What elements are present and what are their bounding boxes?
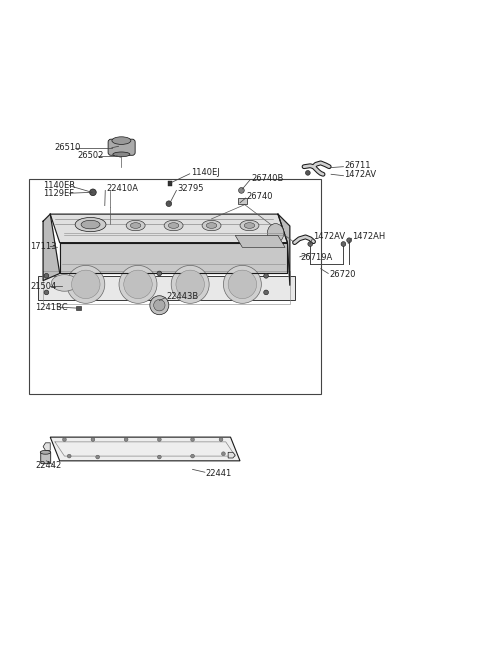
Text: 1472AV: 1472AV [313, 232, 346, 241]
Text: 22442: 22442 [35, 461, 61, 470]
Circle shape [223, 266, 261, 303]
Text: 1472AV: 1472AV [344, 170, 376, 179]
Text: 26502: 26502 [78, 152, 104, 160]
Ellipse shape [244, 222, 255, 228]
Circle shape [221, 452, 225, 456]
Text: 22441: 22441 [206, 469, 232, 478]
Circle shape [62, 438, 66, 441]
Circle shape [157, 438, 161, 441]
Polygon shape [228, 452, 235, 458]
Circle shape [228, 270, 257, 298]
Polygon shape [50, 214, 288, 243]
Ellipse shape [126, 220, 145, 231]
Polygon shape [60, 243, 288, 274]
Circle shape [305, 171, 310, 175]
Bar [168, 181, 172, 186]
Circle shape [191, 454, 194, 458]
Circle shape [219, 438, 223, 441]
Circle shape [124, 270, 152, 298]
Circle shape [347, 238, 351, 243]
Polygon shape [38, 276, 295, 300]
Circle shape [67, 454, 71, 458]
FancyBboxPatch shape [41, 451, 51, 464]
Ellipse shape [202, 220, 221, 231]
Circle shape [157, 271, 162, 276]
Polygon shape [50, 437, 240, 461]
Text: 1140EJ: 1140EJ [191, 168, 219, 177]
Circle shape [191, 438, 194, 441]
Ellipse shape [75, 217, 106, 232]
Ellipse shape [112, 137, 131, 144]
Circle shape [150, 296, 169, 315]
Ellipse shape [81, 220, 100, 229]
Ellipse shape [164, 220, 183, 231]
Polygon shape [278, 214, 290, 285]
Text: 26719A: 26719A [301, 253, 333, 262]
Circle shape [157, 455, 161, 459]
Polygon shape [43, 443, 50, 451]
Text: 17113: 17113 [30, 242, 57, 251]
Text: 1472AH: 1472AH [352, 232, 386, 241]
Circle shape [171, 266, 209, 303]
Ellipse shape [168, 222, 179, 228]
Circle shape [239, 188, 244, 194]
FancyBboxPatch shape [108, 139, 135, 155]
Text: 26720: 26720 [329, 270, 356, 279]
Text: 1129EF: 1129EF [43, 189, 74, 197]
Circle shape [96, 455, 99, 459]
Ellipse shape [40, 451, 51, 454]
Text: 26740: 26740 [247, 192, 273, 201]
Text: 1140ER: 1140ER [43, 181, 75, 190]
Ellipse shape [51, 275, 77, 291]
Text: 32795: 32795 [178, 184, 204, 194]
Circle shape [91, 438, 95, 441]
Text: 1241BC: 1241BC [35, 302, 68, 312]
Text: 26740B: 26740B [251, 174, 283, 183]
Circle shape [341, 241, 346, 247]
Ellipse shape [131, 222, 141, 228]
Polygon shape [235, 236, 285, 247]
Circle shape [44, 274, 49, 278]
Ellipse shape [113, 152, 130, 157]
Circle shape [67, 266, 105, 303]
Circle shape [264, 290, 268, 295]
Text: 22410A: 22410A [106, 184, 138, 194]
Circle shape [166, 201, 172, 207]
Text: 26510: 26510 [54, 143, 80, 152]
Ellipse shape [206, 222, 217, 228]
Text: 21504: 21504 [30, 281, 57, 291]
Circle shape [90, 189, 96, 195]
Ellipse shape [267, 224, 284, 243]
Circle shape [124, 438, 128, 441]
Circle shape [44, 290, 49, 295]
Polygon shape [238, 197, 247, 204]
Circle shape [176, 270, 204, 298]
Circle shape [72, 270, 100, 298]
Polygon shape [43, 214, 60, 281]
Circle shape [308, 241, 312, 247]
Bar [76, 306, 81, 310]
Text: 22443B: 22443B [167, 292, 199, 300]
Text: 26711: 26711 [344, 161, 371, 170]
Ellipse shape [240, 220, 259, 231]
Circle shape [154, 300, 165, 311]
Bar [29, 178, 321, 394]
Circle shape [119, 266, 157, 303]
Circle shape [264, 274, 268, 278]
